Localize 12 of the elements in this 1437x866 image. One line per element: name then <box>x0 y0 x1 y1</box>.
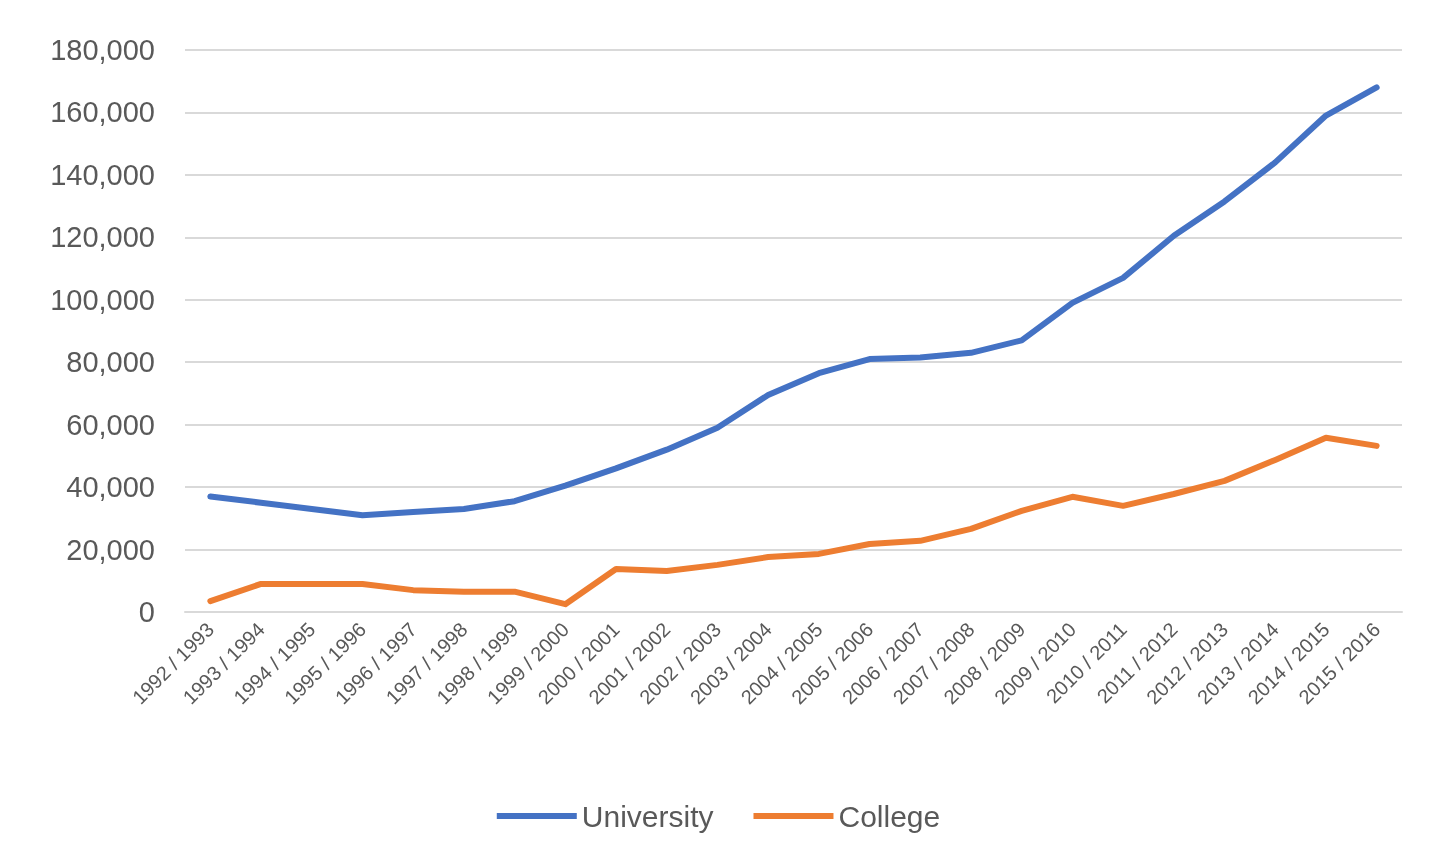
y-tick-label: 160,000 <box>50 96 155 129</box>
y-tick-label: 120,000 <box>50 221 155 254</box>
y-tick-label: 40,000 <box>66 471 155 504</box>
legend-label: University <box>581 799 714 833</box>
y-tick-label: 80,000 <box>66 346 155 379</box>
y-tick-label: 140,000 <box>50 158 155 191</box>
legend-label: College <box>838 799 941 833</box>
y-tick-label: 20,000 <box>66 533 155 566</box>
y-tick-label: 180,000 <box>50 34 155 66</box>
y-tick-label: 100,000 <box>50 283 155 316</box>
y-tick-label: 0 <box>138 596 155 628</box>
y-tick-label: 60,000 <box>66 408 155 441</box>
